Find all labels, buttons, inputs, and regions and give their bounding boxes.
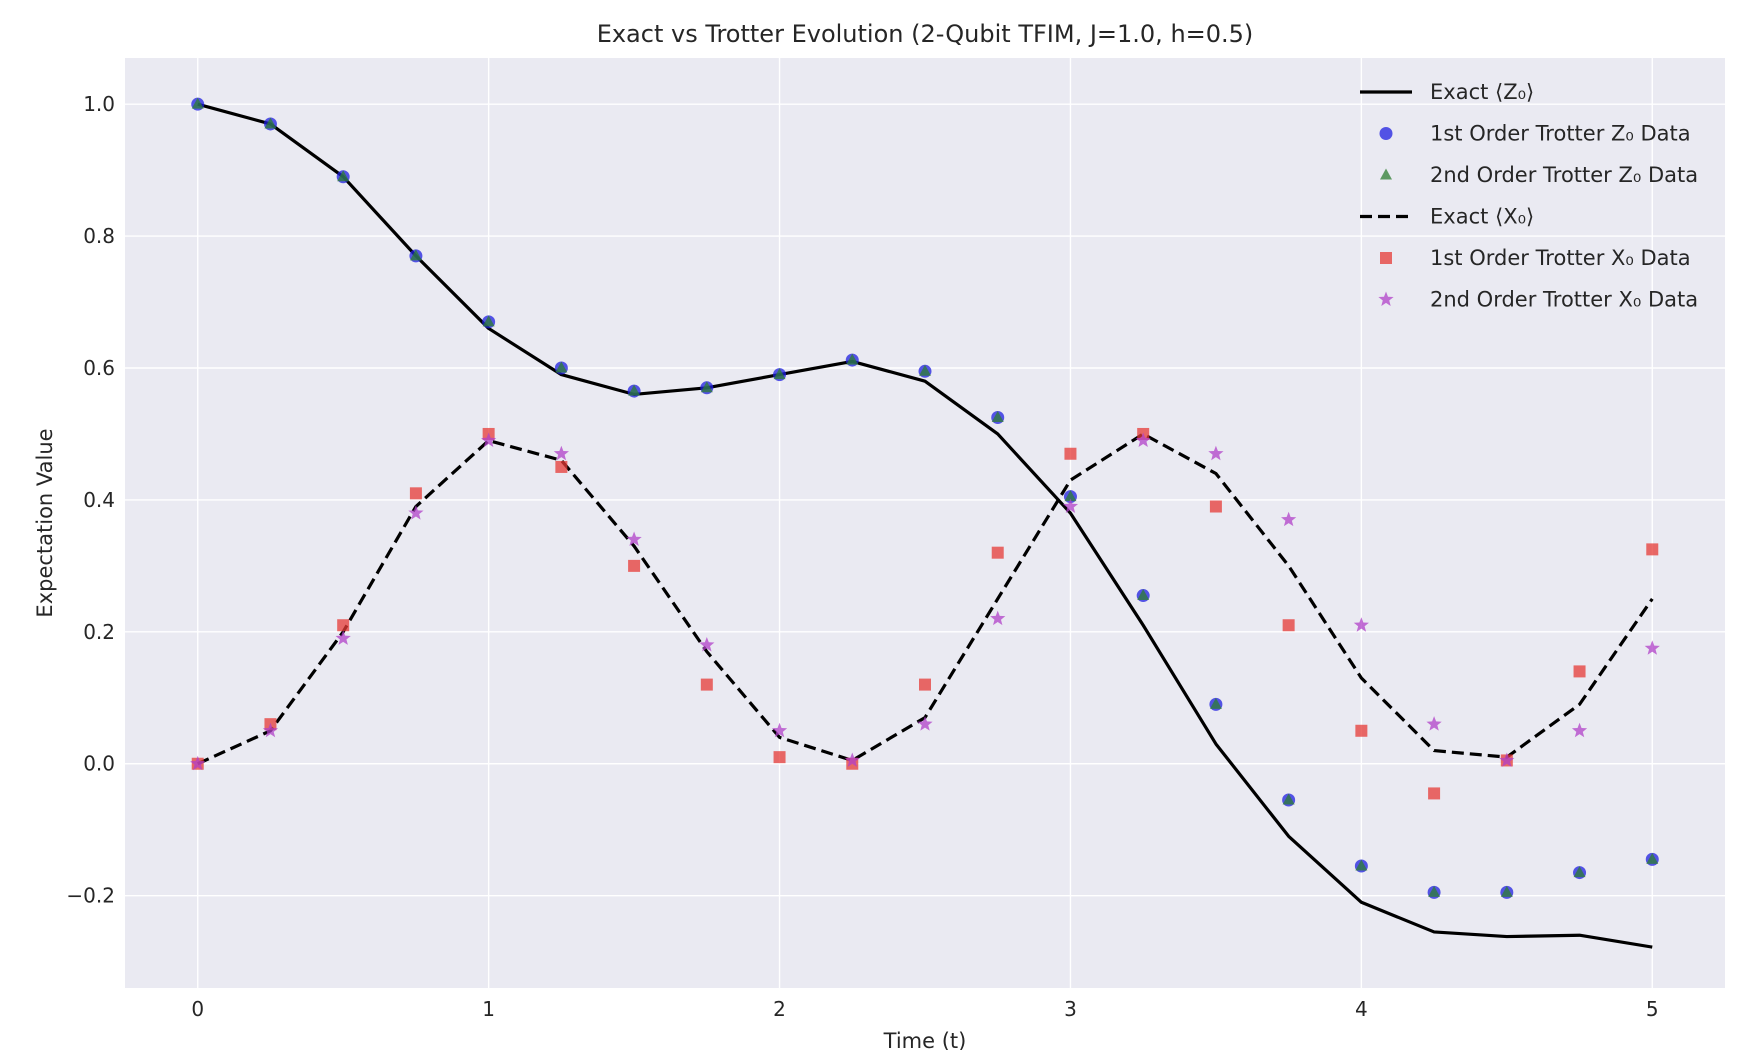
data-point <box>1062 498 1079 513</box>
legend-label: Exact ⟨X₀⟩ <box>1430 205 1534 229</box>
data-point <box>991 546 1004 559</box>
data-point <box>555 361 568 373</box>
data-point <box>700 678 713 691</box>
data-point <box>553 445 569 461</box>
data-point <box>1500 885 1513 897</box>
y-tick-label: 1.0 <box>83 92 115 116</box>
data-point <box>990 610 1006 626</box>
data-point <box>1428 885 1441 897</box>
y-axis-label: Expectation Value <box>33 428 57 617</box>
data-point <box>482 315 495 327</box>
y-tick-label: 0.8 <box>83 224 115 248</box>
data-point <box>1573 665 1586 678</box>
legend-label: 2nd Order Trotter X₀ Data <box>1430 288 1698 312</box>
series-4 <box>191 427 1659 800</box>
data-point <box>1573 866 1586 878</box>
series-layer <box>190 97 1660 949</box>
data-point <box>1209 500 1222 513</box>
plot-area <box>125 58 1725 988</box>
data-point <box>1499 752 1515 767</box>
data-point <box>1571 722 1588 738</box>
data-point <box>1646 543 1659 556</box>
data-point <box>1208 445 1224 461</box>
chart-title: Exact vs Trotter Evolution (2-Qubit TFIM… <box>597 20 1254 48</box>
y-tick-label: 0.4 <box>83 488 115 512</box>
data-point <box>337 170 350 182</box>
legend-marker-sample <box>1379 127 1393 140</box>
data-point <box>919 678 931 691</box>
data-point <box>773 368 786 380</box>
x-tick-label: 0 <box>191 997 204 1021</box>
data-point <box>191 97 204 109</box>
y-tick-label: 0.0 <box>83 752 115 776</box>
data-point <box>1281 511 1297 527</box>
legend-label: 2nd Order Trotter Z₀ Data <box>1430 163 1698 187</box>
data-point <box>481 432 497 448</box>
data-point <box>1137 589 1150 601</box>
data-point <box>1209 697 1222 709</box>
x-tick-label: 3 <box>1064 997 1077 1021</box>
data-point <box>844 752 860 767</box>
data-point <box>335 630 351 645</box>
axis-ticks: 0 1 2 3 4 5 −0.2 0.0 0.2 0.4 0.6 0.8 1.0 <box>66 92 1658 1021</box>
data-point <box>1355 724 1368 737</box>
legend-marker-sample <box>1380 252 1392 264</box>
legend: Exact ⟨Z₀⟩ 1st Order Trotter Z₀ Data 2nd O… <box>1360 80 1698 312</box>
series-line <box>197 102 1653 949</box>
data-point <box>773 751 786 764</box>
data-point <box>408 505 424 520</box>
data-point <box>1064 490 1077 502</box>
data-point <box>700 381 713 393</box>
legend-label: 1st Order Trotter X₀ Data <box>1430 246 1691 270</box>
legend-label: 1st Order Trotter Z₀ Data <box>1430 122 1691 146</box>
data-point <box>409 249 422 261</box>
data-point <box>1644 640 1660 655</box>
legend-marker-sample <box>1378 291 1394 306</box>
data-point <box>262 722 279 738</box>
y-tick-label: −0.2 <box>66 884 115 908</box>
data-point <box>846 353 859 365</box>
data-point <box>919 364 931 376</box>
data-point <box>1282 793 1295 805</box>
x-axis-label: Time (t) <box>883 1029 967 1050</box>
data-point <box>409 487 422 500</box>
y-tick-label: 0.6 <box>83 356 115 380</box>
data-point <box>190 755 206 771</box>
data-point <box>626 531 642 546</box>
data-point <box>1355 859 1368 871</box>
x-tick-label: 1 <box>482 997 495 1021</box>
data-point <box>1064 447 1077 460</box>
data-point <box>1428 787 1441 800</box>
data-point <box>264 117 277 129</box>
data-point <box>1282 619 1295 632</box>
x-tick-label: 4 <box>1355 997 1368 1021</box>
data-point <box>628 384 641 396</box>
data-point <box>1646 852 1659 864</box>
data-point <box>1426 716 1442 731</box>
series-0 <box>197 102 1653 949</box>
legend-label: Exact ⟨Z₀⟩ <box>1430 80 1534 104</box>
data-point <box>771 722 788 738</box>
data-point <box>699 637 715 652</box>
data-point <box>1135 432 1151 448</box>
data-point <box>991 410 1004 422</box>
data-point <box>628 559 641 572</box>
series-2 <box>191 97 1659 897</box>
data-point <box>1353 617 1369 632</box>
series-5 <box>190 432 1660 771</box>
y-tick-label: 0.2 <box>83 620 115 644</box>
data-point <box>555 460 568 473</box>
x-tick-label: 5 <box>1646 997 1659 1021</box>
data-point <box>917 716 933 731</box>
x-tick-label: 2 <box>773 997 786 1021</box>
legend-marker-sample <box>1380 168 1392 180</box>
data-point <box>337 619 350 632</box>
